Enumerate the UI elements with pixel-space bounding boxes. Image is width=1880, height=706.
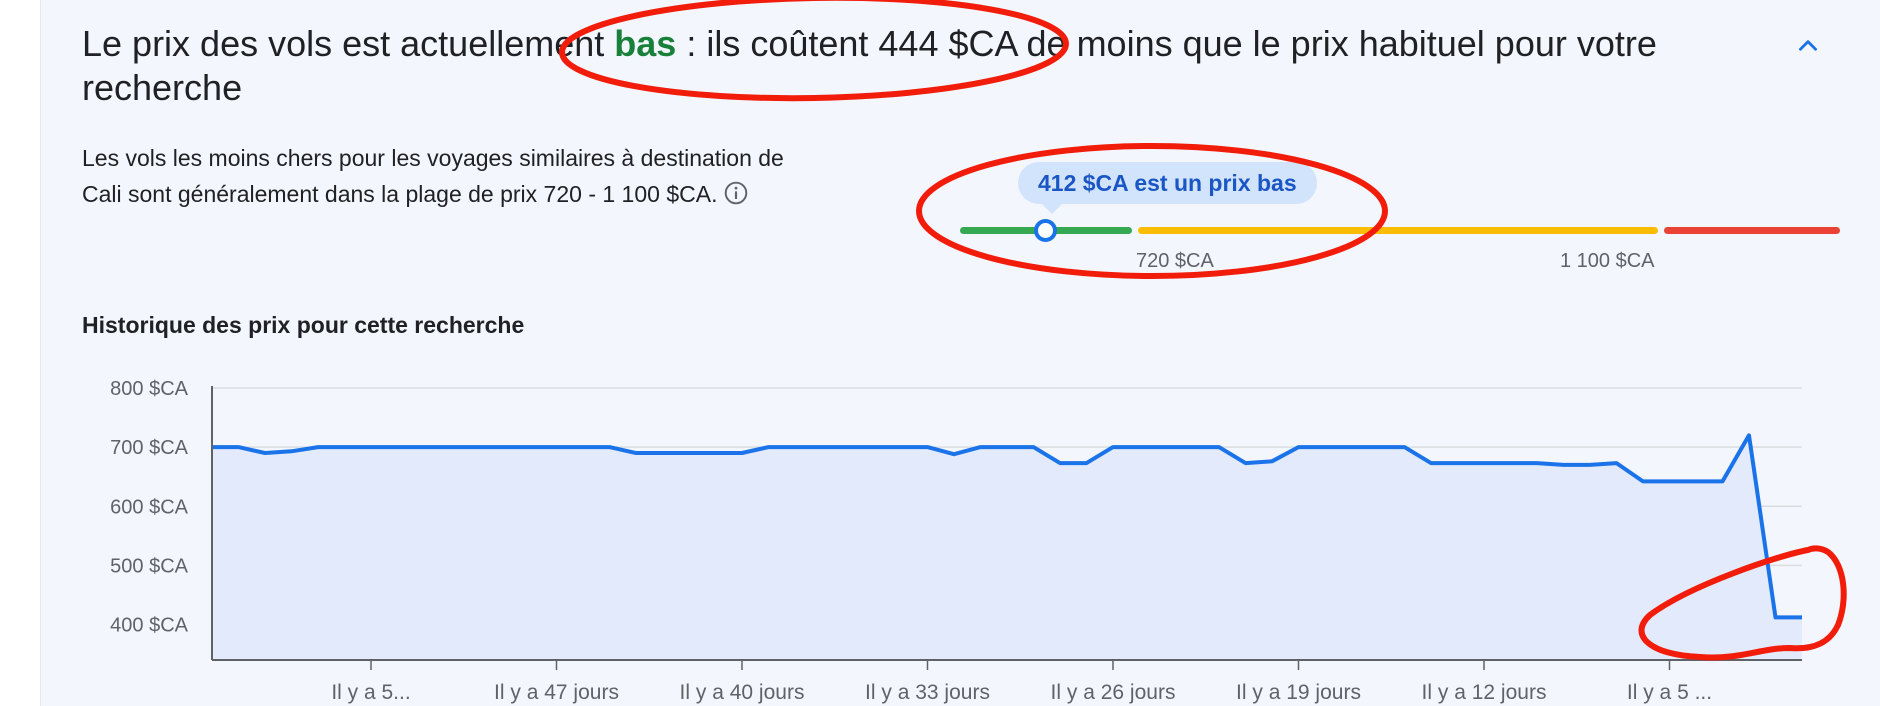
price-level-badge: bas (614, 23, 677, 64)
y-tick-label: 800 $CA (110, 378, 188, 400)
y-tick-label: 500 $CA (110, 555, 188, 577)
current-price-tooltip: 412 $CA est un prix bas (1018, 162, 1317, 214)
price-insight-headline: Le prix des vols est actuellement bas : … (82, 22, 1722, 110)
price-history-chart: 800 $CA 700 $CA 600 $CA 500 $CA 400 $CA Il y … (110, 378, 1802, 704)
x-tick-label: Il y a 26 jours (1051, 681, 1176, 704)
price-history-line (212, 433, 1802, 620)
x-tick-label: Il y a 40 jours (680, 681, 805, 704)
y-tick-label: 700 $CA (110, 437, 188, 459)
info-icon[interactable] (723, 180, 749, 216)
high-price-segment (1664, 227, 1840, 234)
collapse-button[interactable] (1790, 28, 1826, 64)
current-price-marker[interactable] (1034, 219, 1057, 242)
high-threshold-label: 1 100 $CA (1560, 250, 1655, 272)
low-threshold-label: 720 $CA (1136, 250, 1214, 272)
price-history-title: Historique des prix pour cette recherche (82, 312, 525, 338)
price-level-scale: 412 $CA est un prix bas 720 $CA 1 100 $C… (940, 150, 1840, 290)
chevron-up-icon (1799, 40, 1817, 51)
price-history-area (212, 435, 1802, 660)
y-tick-label: 400 $CA (110, 615, 188, 637)
headline-text-start: Le prix des vols est actuellement (82, 23, 615, 64)
x-tick-label: Il y a 47 jours (494, 681, 619, 704)
price-range-text: Les vols les moins chers pour les voyage… (82, 145, 784, 207)
x-tick-label: Il y a 33 jours (865, 681, 990, 704)
price-range-description: Les vols les moins chers pour les voyage… (82, 140, 802, 216)
x-tick-label: Il y a 12 jours (1422, 681, 1547, 704)
y-tick-label: 600 $CA (110, 496, 188, 518)
typical-price-segment (1138, 227, 1658, 234)
info-icon-glyph (725, 181, 748, 205)
x-tick-label: Il y a 5... (331, 681, 410, 704)
x-tick-label: Il y a 5 ... (1627, 681, 1712, 704)
x-tick-label: Il y a 19 jours (1236, 681, 1361, 704)
